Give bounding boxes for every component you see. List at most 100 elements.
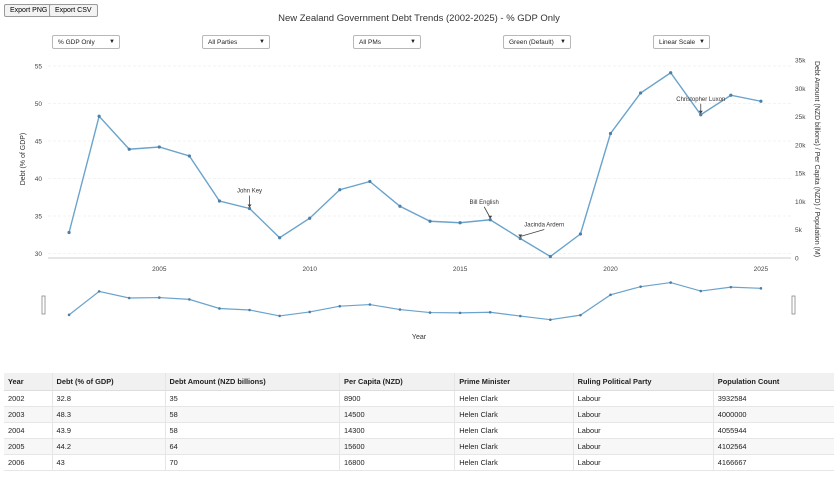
table-cell: 32.8 — [52, 391, 165, 407]
color-dropdown-label: Green (Default) — [509, 39, 554, 46]
annotation-label: John Key — [237, 189, 262, 195]
table-cell: 64 — [165, 439, 340, 455]
table-header-cell: Debt (% of GDP) — [52, 373, 165, 391]
range-slider-right-handle[interactable] — [792, 296, 795, 314]
x-tick-label: 2020 — [603, 266, 618, 273]
data-point — [759, 100, 762, 103]
data-point — [729, 94, 732, 97]
table-row: 2003 48.3 58 14500 Helen Clark Labour 4000000 — [4, 407, 834, 423]
table-header-cell: Prime Minister — [455, 373, 573, 391]
table-cell: Labour — [573, 391, 713, 407]
data-table: Year Debt (% of GDP) Debt Amount (NZD bill… — [4, 373, 834, 471]
y2-tick-label: 30k — [795, 86, 806, 93]
table-cell: Labour — [573, 423, 713, 439]
chevron-down-icon: ▼ — [259, 36, 265, 49]
x-tick-label: 2010 — [302, 266, 317, 273]
table-cell: Labour — [573, 455, 713, 471]
range-slider-point — [308, 311, 311, 314]
y-tick-label: 40 — [35, 176, 43, 183]
range-slider-point — [699, 290, 702, 293]
x-tick-label: 2005 — [152, 266, 167, 273]
range-slider-point — [248, 309, 251, 312]
range-slider-point — [188, 298, 191, 301]
party-dropdown[interactable]: All Parties ▼ — [202, 35, 270, 49]
data-point — [218, 199, 221, 202]
range-slider-point — [369, 303, 372, 306]
table-header-cell: Debt Amount (NZD billions) — [165, 373, 340, 391]
chart-area[interactable]: 30 35 40 45 50 55 0 5k 10k 15k 20k 25k 30k 35k 2005 201… — [0, 55, 838, 345]
range-slider-point — [98, 290, 101, 293]
table-header-cell: Ruling Political Party — [573, 373, 713, 391]
table-cell: 2003 — [4, 407, 52, 423]
annotation-arrowhead — [248, 205, 252, 208]
chevron-down-icon: ▼ — [699, 36, 705, 49]
data-point — [67, 231, 70, 234]
table-cell: 16800 — [340, 455, 455, 471]
data-point — [308, 217, 311, 220]
y2-tick-label: 35k — [795, 58, 806, 65]
table-cell: 4000000 — [713, 407, 834, 423]
table-header-cell: Year — [4, 373, 52, 391]
table-cell: 48.3 — [52, 407, 165, 423]
y2-tick-label: 5k — [795, 227, 803, 234]
table-cell: 4102564 — [713, 439, 834, 455]
y-axis-title: Debt (% of GDP) — [20, 133, 27, 186]
table-cell: Helen Clark — [455, 407, 573, 423]
range-slider-point — [68, 314, 71, 317]
range-slider-point — [760, 287, 763, 290]
annotation-arrow — [520, 230, 544, 237]
range-slider-point — [549, 318, 552, 321]
data-point — [398, 205, 401, 208]
table-cell: 43.9 — [52, 423, 165, 439]
party-dropdown-label: All Parties — [208, 39, 237, 46]
table-cell: 8900 — [340, 391, 455, 407]
range-slider-point — [519, 315, 522, 318]
metric-dropdown[interactable]: % GDP Only ▼ — [52, 35, 120, 49]
range-slider-point — [399, 308, 402, 311]
x-axis-title: Year — [412, 334, 427, 341]
y-tick-label: 30 — [35, 251, 43, 258]
range-slider-point — [278, 315, 281, 318]
range-slider-point — [218, 307, 221, 310]
color-dropdown[interactable]: Green (Default) ▼ — [503, 35, 571, 49]
table-header-row: Year Debt (% of GDP) Debt Amount (NZD bill… — [4, 373, 834, 391]
chart-title: New Zealand Government Debt Trends (2002… — [0, 13, 838, 24]
y-tick-label: 50 — [35, 101, 43, 108]
data-point — [609, 132, 612, 135]
range-slider-point — [429, 311, 432, 314]
chevron-down-icon: ▼ — [109, 36, 115, 49]
table-cell: Helen Clark — [455, 439, 573, 455]
data-point — [98, 115, 101, 118]
table-cell: 43 — [52, 455, 165, 471]
table-cell: 2004 — [4, 423, 52, 439]
table-cell: 35 — [165, 391, 340, 407]
x-tick-label: 2015 — [453, 266, 468, 273]
scale-dropdown-label: Linear Scale — [659, 39, 695, 46]
range-slider-left-handle[interactable] — [42, 296, 45, 314]
x-tick-label: 2025 — [754, 266, 769, 273]
range-slider-point — [730, 286, 733, 289]
table-row: 2002 32.8 35 8900 Helen Clark Labour 3932584 — [4, 391, 834, 407]
table-header-cell: Population Count — [713, 373, 834, 391]
annotation-label: Bill English — [470, 200, 499, 206]
range-slider-point — [338, 305, 341, 308]
annotation-label: Jacinda Ardern — [524, 223, 564, 229]
chevron-down-icon: ▼ — [560, 36, 566, 49]
y-tick-label: 55 — [35, 64, 43, 71]
table-cell: 2002 — [4, 391, 52, 407]
data-point — [579, 232, 582, 235]
y2-tick-label: 0 — [795, 256, 799, 263]
range-slider-point — [489, 311, 492, 314]
data-point — [188, 154, 191, 157]
range-slider-point — [459, 312, 462, 315]
data-point — [549, 255, 552, 258]
table-cell: 14300 — [340, 423, 455, 439]
table-cell: Labour — [573, 439, 713, 455]
data-point — [158, 145, 161, 148]
pm-dropdown[interactable]: All PMs ▼ — [353, 35, 421, 49]
table-cell: 44.2 — [52, 439, 165, 455]
range-slider-point — [128, 297, 131, 300]
table-cell: Helen Clark — [455, 391, 573, 407]
scale-dropdown[interactable]: Linear Scale ▼ — [653, 35, 710, 49]
metric-dropdown-label: % GDP Only — [58, 39, 95, 46]
